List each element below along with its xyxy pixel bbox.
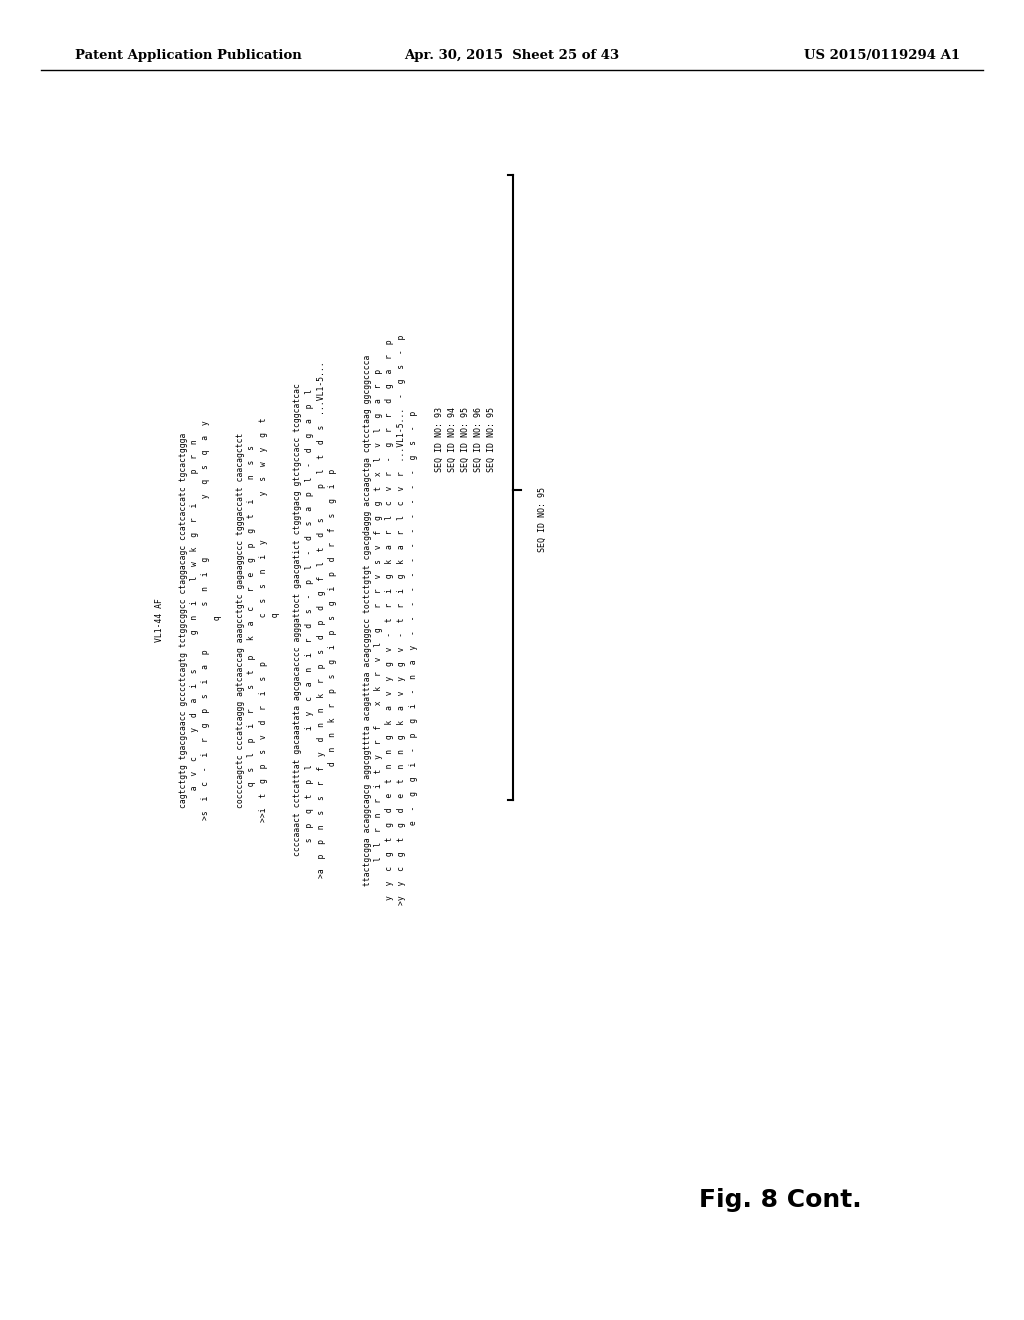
Text: SEQ ID NO: 95: SEQ ID NO: 95 [487,408,496,473]
Text: ttactgcgga acaggcagcg aggcggtttta acagatttaa acagcgggcc toctctgtgt cgacgdaggg ac: ttactgcgga acaggcagcg aggcggtttta acagat… [362,354,372,886]
Text: SEQ ID NO: 95: SEQ ID NO: 95 [461,408,470,473]
Text: Apr. 30, 2015  Sheet 25 of 43: Apr. 30, 2015 Sheet 25 of 43 [404,49,620,62]
Text: q: q [213,615,222,624]
Text: SEQ ID NO: 96: SEQ ID NO: 96 [474,408,483,473]
Text: l  l  r  n  r  i  t  y  r  f    x  k  r  v  l  g    r  r  v  s  v  f  g  g  t  x: l l r n r i t y r f x k r v l g r r v s … [374,368,383,871]
Text: VL1-44 AF: VL1-44 AF [156,598,165,642]
Text: >s  i  c  -  i  r  g  p  s  i  a  p         s  n  i  g            y  q  s  q  a : >s i c - i r g p s i a p s n i g y q s q… [202,420,211,820]
Text: a  v  c     y  d  a  i  s       g  n  i    l  w  k  g  r  i      p  r  n: a v c y d a i s g n i l w k g r i p r n [190,440,199,800]
Text: cagtctgtg tgacgcaacc gcccctcagtg tctggcggcc ctaggacagc ccatcaccatc tgcactggga: cagtctgtg tgacgcaacc gcccctcagtg tctggcg… [178,433,187,808]
Text: >a  p  p  n  s  s  r  f  y  d  n  n  k  r  p  s  d  p  d  g  f  l  t  d  s      : >a p p n s s r f y d n n k r p s d p d g… [316,362,326,878]
Text: US 2015/0119294 A1: US 2015/0119294 A1 [804,49,961,62]
Text: e  -  g  g  i  -  p  g  i  -  n  a  y  -  -  -  -  -  -  -  -  -  -  -  -  g  s : e - g g i - p g i - n a y - - - - - - - … [409,411,418,830]
Text: ccccaaact cctcatttat gacaaatata agcgacacccc agggattoct gaacgatict ctggtgacg gtct: ccccaaact cctcatttat gacaaatata agcgacac… [294,384,302,857]
Text: y  y  c  g  t  g  d  e  t  n  n  g  k  a  v  y  g  v  -  t  r  i  g  k  a  r  l : y y c g t g d e t n n g k a v y g v - t … [385,339,394,900]
Text: SEQ ID NO: 95: SEQ ID NO: 95 [538,487,547,553]
Text: Patent Application Publication: Patent Application Publication [75,49,302,62]
Text: d  n  n  k  r  p  s  g  i  p  s  g  i  p  d  r  f  s  g  i  p: d n n k r p s g i p s g i p d r f s g i … [328,469,337,771]
Text: s  p  q  t  p  l       i  y  c  a  n  i  r  d  s  -  p  l  -  d  s  a  p  l  -  : s p q t p l i y c a n i r d s - p l - d … [305,388,314,851]
Text: q: q [270,612,280,627]
Text: coccccagctc cccatcaggg agtcaaccag aaagcctgtc gagaaggccc tgggaccatt caacagctct: coccccagctc cccatcaggg agtcaaccag aaagcc… [236,433,245,808]
Text: SEQ ID NO: 93: SEQ ID NO: 93 [435,408,444,473]
Text: SEQ ID NO: 94: SEQ ID NO: 94 [449,408,457,473]
Text: >y  y  c  g  t  g  d  e  t  n  n  g  k  a  v  y  g  v  -  t  r  i  g  k  a  r  l: >y y c g t g d e t n n g k a v y g v - t… [397,335,406,906]
Text: Fig. 8 Cont.: Fig. 8 Cont. [698,1188,861,1212]
Text: >>i  t  g  p  s  v  d  r  i  s  p         c  s  s  n  i  y         y  s  w  y  g: >>i t g p s v d r i s p c s s n i y y s … [259,417,268,822]
Text: q  s  l  p  i  r    s  t  p   k  a  c   r  e  g  p  g  t  i    n  s  s: q s l p i r s t p k a c r e g p g t i n … [248,445,256,796]
